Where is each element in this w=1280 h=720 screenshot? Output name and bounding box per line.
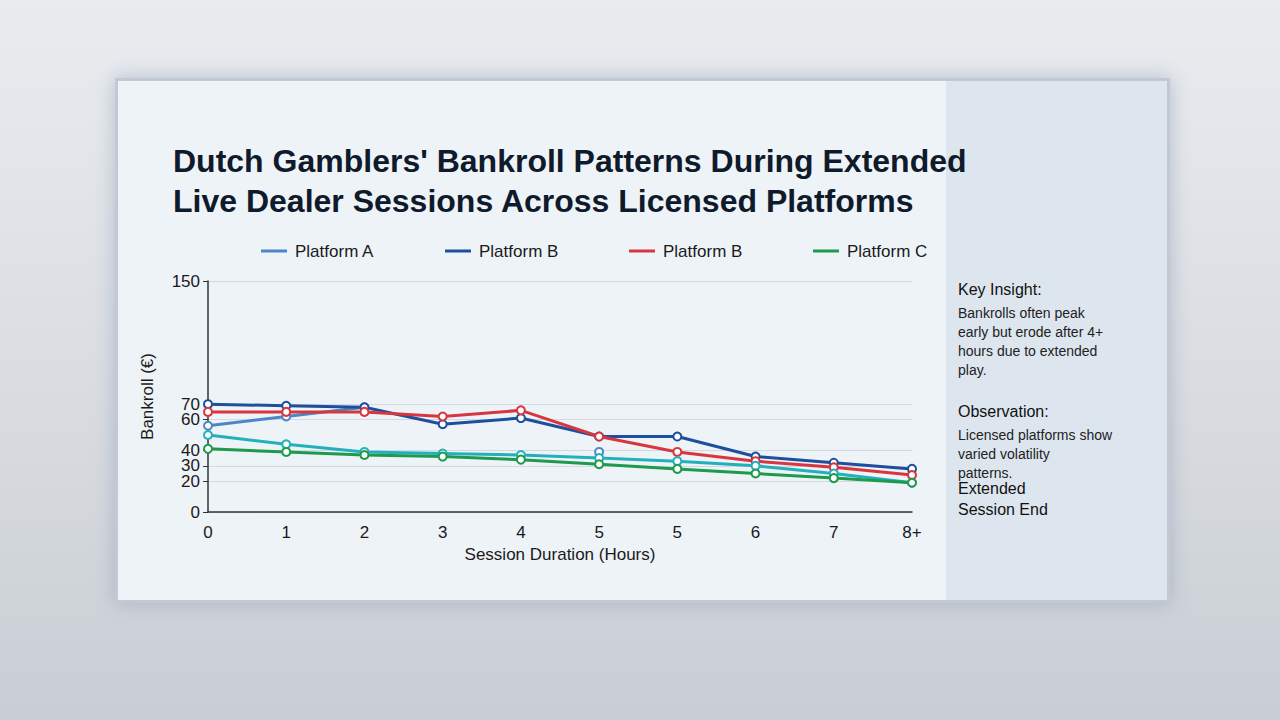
svg-text:Session Duration (Hours): Session Duration (Hours) xyxy=(465,545,656,564)
svg-text:play.: play. xyxy=(958,362,987,378)
svg-text:Platform A: Platform A xyxy=(295,242,374,261)
svg-text:Platform C: Platform C xyxy=(847,242,927,261)
svg-text:hours due to extended: hours due to extended xyxy=(958,343,1097,359)
svg-text:20: 20 xyxy=(181,471,200,491)
svg-text:Observation:: Observation: xyxy=(958,403,1049,420)
svg-text:Licensed platforms show: Licensed platforms show xyxy=(958,427,1113,443)
svg-text:40: 40 xyxy=(181,441,200,460)
svg-text:150: 150 xyxy=(172,272,200,291)
svg-text:Key Insight:: Key Insight: xyxy=(958,281,1042,298)
svg-text:0: 0 xyxy=(203,523,212,542)
svg-text:Bankroll (€): Bankroll (€) xyxy=(138,353,157,440)
svg-text:4: 4 xyxy=(516,523,525,542)
svg-text:8+: 8+ xyxy=(902,523,921,542)
svg-text:1: 1 xyxy=(281,523,290,542)
svg-text:patterns.: patterns. xyxy=(958,465,1012,481)
svg-text:Dutch Gamblers' Bankroll Patte: Dutch Gamblers' Bankroll Patterns During… xyxy=(173,143,967,179)
svg-text:Extended: Extended xyxy=(958,480,1026,497)
svg-text:60: 60 xyxy=(181,410,200,430)
svg-text:Platform B: Platform B xyxy=(663,242,742,261)
svg-text:Platform B: Platform B xyxy=(479,242,558,261)
svg-text:3: 3 xyxy=(438,523,447,542)
svg-text:5: 5 xyxy=(673,523,682,542)
svg-text:varied volatility: varied volatility xyxy=(958,446,1050,462)
svg-text:early but erode after 4+: early but erode after 4+ xyxy=(958,324,1103,340)
svg-text:Live Dealer Sessions Across Li: Live Dealer Sessions Across Licensed Pla… xyxy=(173,183,913,219)
svg-text:Session End: Session End xyxy=(958,501,1048,518)
svg-text:70: 70 xyxy=(181,395,200,414)
svg-text:6: 6 xyxy=(751,523,760,542)
svg-text:0: 0 xyxy=(191,503,200,522)
svg-text:7: 7 xyxy=(829,523,838,542)
svg-text:30: 30 xyxy=(181,456,200,476)
svg-text:2: 2 xyxy=(360,523,369,542)
svg-text:5: 5 xyxy=(594,523,603,542)
svg-text:Bankrolls often peak: Bankrolls often peak xyxy=(958,305,1086,321)
